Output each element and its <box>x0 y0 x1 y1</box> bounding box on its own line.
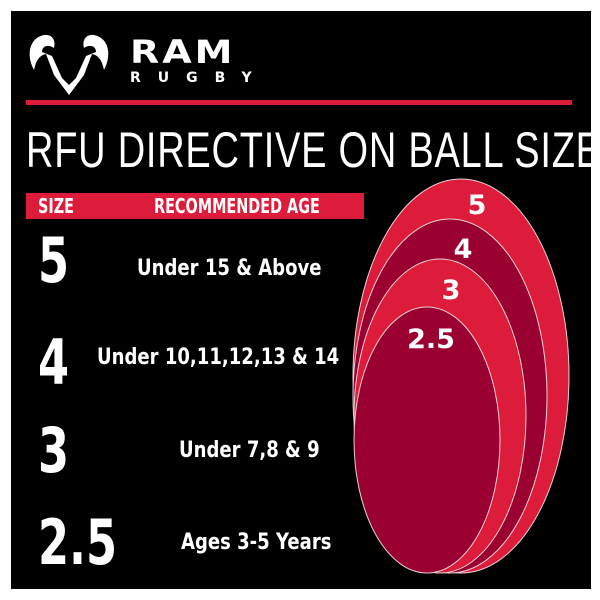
size-value: 2.5 <box>38 506 118 579</box>
age-value: Under 15 & Above <box>137 256 322 281</box>
size-value: 3 <box>38 414 70 487</box>
header-size: SIZE <box>38 194 75 218</box>
table-header: SIZE RECOMMENDED AGE <box>26 193 364 219</box>
ball-label-4: 4 <box>454 234 473 265</box>
ball-label-5: 5 <box>468 190 487 221</box>
age-value: Under 10,11,12,13 & 14 <box>97 345 340 370</box>
brand-name: RAM <box>130 33 236 71</box>
ram-head-logo-icon <box>29 34 109 95</box>
brand-sub: RUGBY <box>130 70 269 86</box>
ball-label-3: 3 <box>442 275 461 306</box>
divider-line <box>26 100 572 105</box>
age-value: Ages 3-5 Years <box>181 530 332 555</box>
age-value: Under 7,8 & 9 <box>179 438 320 463</box>
size-value: 4 <box>38 326 70 399</box>
ball-label-2-5: 2.5 <box>407 324 455 355</box>
header-age: RECOMMENDED AGE <box>154 194 320 218</box>
brand-wordmark: RAM RUGBY <box>130 36 269 86</box>
ball-size-2-5 <box>353 306 501 574</box>
size-value: 5 <box>38 224 70 297</box>
